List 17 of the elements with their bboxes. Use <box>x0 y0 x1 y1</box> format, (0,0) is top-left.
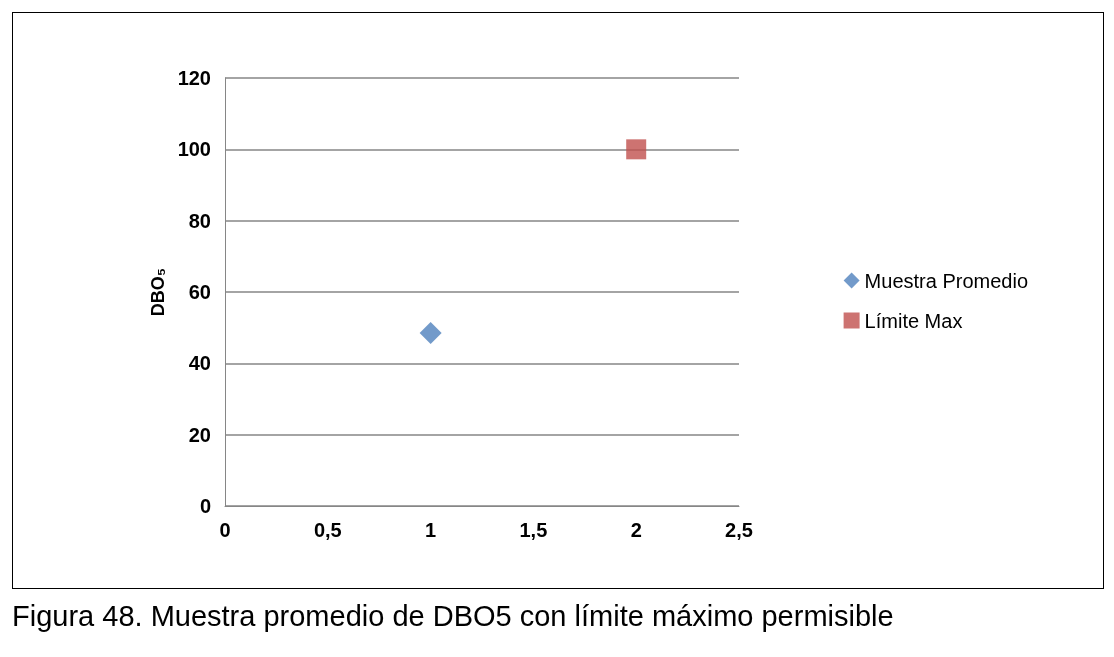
y-tick-label: 20 <box>188 423 211 446</box>
text: Figura 48. Muestra promedio de DBO5 con límite máximo permisible <box>12 600 894 633</box>
y-tick-label: 120 <box>177 67 211 89</box>
x-tick-label: 2,5 <box>725 519 753 541</box>
y-tick-label: 60 <box>188 281 211 303</box>
x-tick-label: 1 <box>425 519 437 541</box>
x-tick-label: 1,5 <box>519 519 548 541</box>
x-tick-label: 0 <box>219 519 231 541</box>
x-tick-label: 0,5 <box>313 519 342 541</box>
y-tick-label: 0 <box>199 495 211 517</box>
y-tick-label: 40 <box>188 352 211 375</box>
y-tick-label: 100 <box>177 138 211 161</box>
y-axis-title: DBO₅ <box>148 267 168 317</box>
legend-label: Límite Max <box>864 309 963 332</box>
legend-label: Muestra Promedio <box>864 269 1029 292</box>
y-tick-label: 80 <box>188 209 211 232</box>
x-tick-label: 2 <box>630 519 642 541</box>
